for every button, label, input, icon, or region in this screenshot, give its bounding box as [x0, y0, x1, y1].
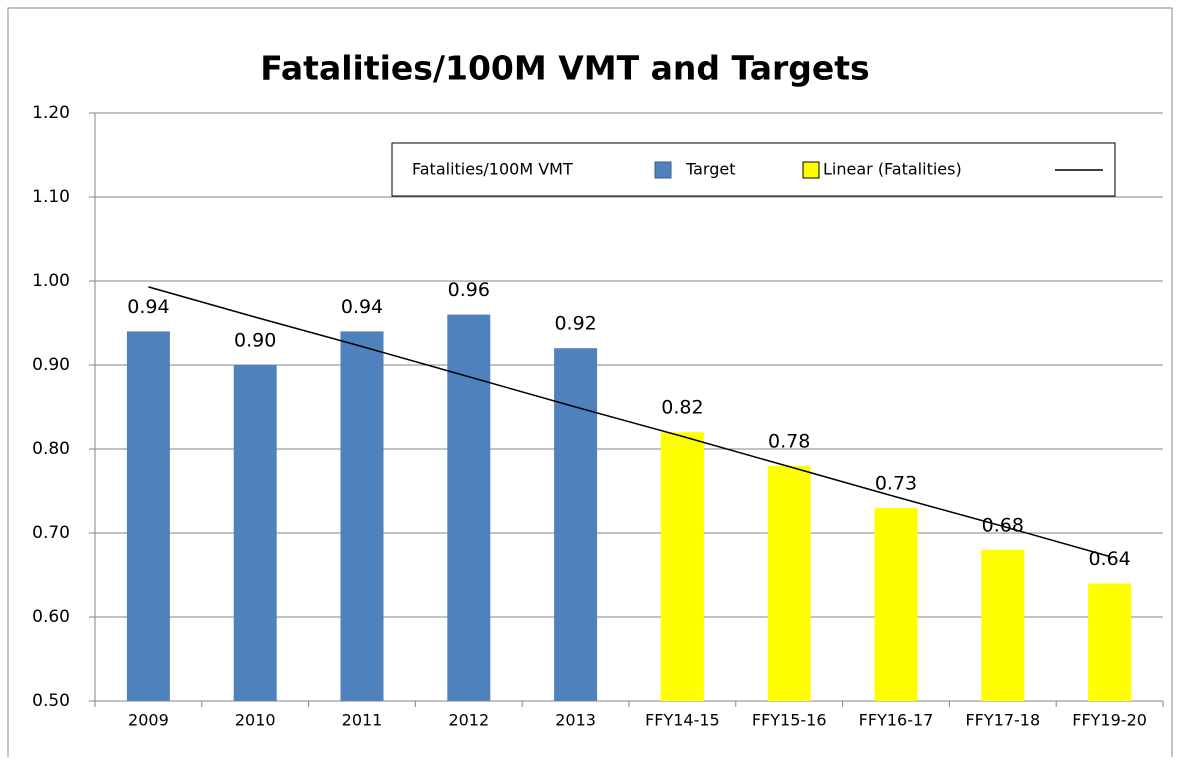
x-tick-label: 2012 [448, 711, 489, 730]
x-tick-label: 2010 [235, 711, 276, 730]
bar [981, 549, 1025, 701]
legend-label: Fatalities/100M VMT [412, 160, 573, 179]
y-tick-label: 0.90 [32, 355, 70, 375]
data-label: 0.96 [448, 279, 490, 301]
trendline [148, 286, 1110, 558]
y-tick-label: 0.60 [32, 607, 70, 627]
legend-swatch [802, 161, 820, 179]
y-tick-label: 0.70 [32, 523, 70, 543]
y-tick-label: 0.80 [32, 439, 70, 459]
bar [554, 348, 598, 701]
data-label: 0.92 [554, 313, 596, 335]
x-tick-label: FFY19-20 [1072, 711, 1147, 730]
data-label: 0.82 [661, 397, 703, 419]
legend-label: Linear (Fatalities) [823, 160, 962, 179]
bar [767, 465, 811, 701]
x-tick-label: FFY17-18 [965, 711, 1040, 730]
bar [233, 365, 277, 701]
chart-title: Fatalities/100M VMT and Targets [260, 49, 869, 88]
x-tick-label: FFY15-16 [752, 711, 827, 730]
bar [1088, 583, 1132, 701]
data-label: 0.73 [875, 472, 917, 494]
chart-frame [7, 7, 1173, 757]
legend-swatch [654, 161, 672, 179]
data-label: 0.90 [234, 330, 276, 352]
x-tick-label: 2011 [342, 711, 383, 730]
x-tick-label: 2013 [555, 711, 596, 730]
y-tick-label: 1.10 [32, 187, 70, 207]
y-tick-label: 1.00 [32, 271, 70, 291]
bar [126, 331, 170, 701]
bar [447, 314, 491, 701]
legend-box [391, 142, 1116, 197]
data-label: 0.78 [768, 430, 810, 452]
data-label: 0.64 [1088, 548, 1130, 570]
x-tick-label: 2009 [128, 711, 169, 730]
x-tick-label: FFY14-15 [645, 711, 720, 730]
y-tick-label: 0.50 [32, 691, 70, 711]
data-label: 0.94 [341, 296, 383, 318]
bar [660, 432, 704, 701]
y-tick-label: 1.20 [32, 103, 70, 123]
bar [340, 331, 384, 701]
data-label: 0.94 [127, 296, 169, 318]
data-label: 0.68 [982, 514, 1024, 536]
legend-label: Target [685, 160, 736, 179]
x-tick-label: FFY16-17 [859, 711, 934, 730]
bar [874, 507, 918, 701]
